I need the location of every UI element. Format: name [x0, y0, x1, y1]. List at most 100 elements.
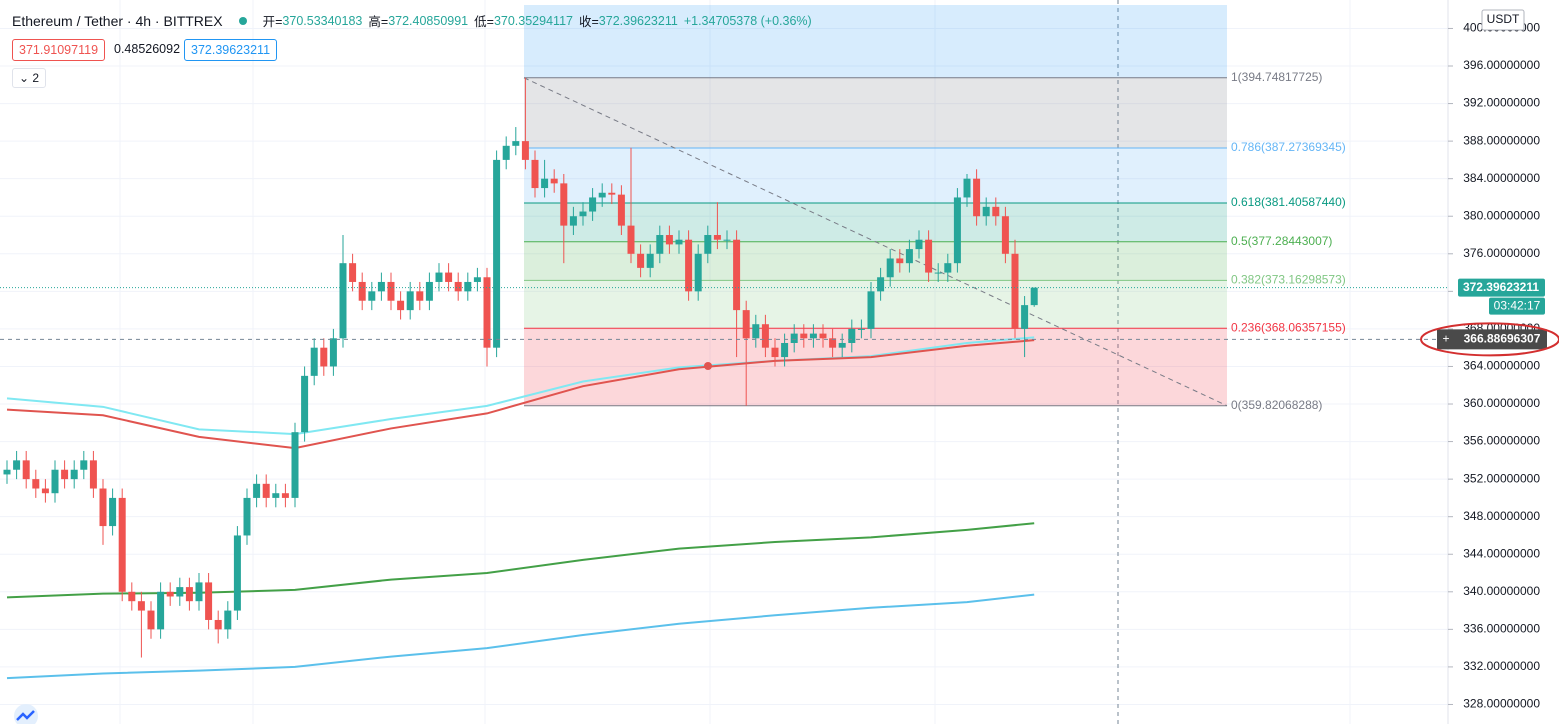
candle-body	[70, 469, 78, 480]
fib-extension-band	[524, 5, 1227, 78]
ohlc-value: 372.39623211	[598, 13, 678, 28]
last-price-label: 372.39623211	[1463, 280, 1539, 294]
candle-body	[22, 460, 30, 480]
candle-body	[61, 469, 69, 480]
ohlc-label: 高=	[368, 15, 389, 29]
candle-body	[848, 328, 856, 343]
status-dot	[238, 16, 247, 25]
candle-body	[310, 347, 318, 376]
fib-label: 0.236(368.06357155)	[1231, 320, 1346, 334]
candle-body	[80, 460, 88, 470]
y-tick-label: 344.00000000	[1463, 546, 1540, 560]
fib-band	[524, 203, 1227, 242]
candle-body	[262, 483, 270, 498]
candle-body	[617, 194, 625, 226]
candle-body	[963, 178, 971, 198]
candle-body	[272, 493, 280, 498]
fib-label: 0(359.82068288)	[1231, 398, 1322, 412]
candle-body	[109, 497, 117, 527]
candle-body	[512, 141, 520, 146]
fib-label: 0.786(387.27369345)	[1231, 140, 1346, 154]
candle-body	[704, 235, 712, 254]
candle-body	[1001, 216, 1009, 254]
candle-body	[521, 141, 529, 160]
candle-body	[89, 460, 97, 489]
ohlc-value: 370.53340183	[282, 13, 363, 28]
candle-body	[233, 535, 241, 611]
candle-body	[1030, 287, 1038, 306]
trend-line	[523, 77, 1228, 407]
candle-body	[915, 239, 923, 250]
candle-body	[608, 192, 616, 195]
candle-body	[905, 249, 913, 264]
countdown: 03:42:17	[1494, 298, 1541, 312]
y-tick-label: 340.00000000	[1463, 584, 1540, 598]
change: +1.34705378 (+0.36%)	[683, 13, 812, 28]
candle-body	[627, 225, 635, 254]
moving-average	[6, 339, 1035, 450]
fib-band	[524, 280, 1227, 329]
candle-body	[435, 272, 443, 282]
candle-body	[569, 216, 577, 226]
candle-body	[454, 281, 462, 292]
indicator-toggle[interactable]: ⌄ 2	[12, 68, 47, 88]
candle-body	[790, 333, 798, 343]
candle-body	[32, 479, 40, 489]
crosshair-label: 366.88696307	[1464, 332, 1541, 346]
candle-body	[973, 178, 981, 217]
plus-icon: +	[1442, 332, 1449, 346]
bid-button[interactable]: 371.91097119	[12, 39, 106, 61]
ask-button[interactable]: 372.39623211	[184, 39, 278, 61]
candle-body	[320, 347, 328, 367]
candle-body	[656, 235, 664, 254]
candle-body	[41, 488, 49, 494]
candle-body	[742, 310, 750, 339]
candle-body	[502, 145, 510, 160]
candle-body	[243, 497, 251, 536]
candle-body	[838, 342, 846, 348]
candle-body	[185, 587, 193, 602]
candle-body	[406, 291, 414, 311]
fib-band	[524, 328, 1227, 406]
candle-body	[925, 239, 933, 273]
fib-label: 0.618(381.40587440)	[1231, 195, 1346, 209]
candle-body	[809, 333, 817, 339]
candle-body	[531, 159, 539, 189]
y-tick-label: 384.00000000	[1463, 171, 1540, 185]
candle-body	[761, 324, 769, 348]
y-tick-label: 328.00000000	[1463, 697, 1540, 711]
y-tick-label: 352.00000000	[1463, 471, 1540, 485]
candle-body	[589, 197, 597, 212]
symbol: Ethereum / Tether · 4h · BITTREX	[12, 12, 223, 29]
cursor-dot	[704, 362, 712, 370]
candle-body	[147, 610, 155, 630]
y-tick-label: 348.00000000	[1463, 509, 1540, 523]
candle-body	[953, 197, 961, 264]
moving-average	[6, 336, 1035, 436]
candle-body	[857, 328, 865, 330]
y-tick-label: 332.00000000	[1463, 659, 1540, 673]
candle-body	[483, 277, 491, 348]
moving-average	[6, 593, 1035, 680]
candle-body	[982, 206, 990, 217]
candle-body	[992, 206, 1000, 217]
currency-box	[1481, 9, 1525, 31]
ohlc-value: 370.35294117	[493, 13, 573, 28]
candle-body	[646, 253, 654, 268]
candle-body	[781, 342, 789, 358]
candle-body	[205, 582, 213, 620]
y-tick-label: 380.00000000	[1463, 208, 1540, 222]
candle-body	[886, 258, 894, 278]
y-tick-label: 396.00000000	[1463, 58, 1540, 72]
candle-body	[685, 239, 693, 292]
y-tick-label: 388.00000000	[1463, 133, 1540, 147]
candle-body	[694, 253, 702, 292]
candle-body	[118, 497, 126, 592]
ohlc-label: 低=	[474, 15, 494, 29]
candle-body	[637, 253, 645, 268]
candle-body	[867, 291, 875, 329]
fib-label: 0.382(373.16298573)	[1231, 273, 1346, 287]
countdown-tag	[1489, 297, 1545, 315]
candle-body	[752, 324, 760, 339]
candle-body	[224, 610, 232, 630]
